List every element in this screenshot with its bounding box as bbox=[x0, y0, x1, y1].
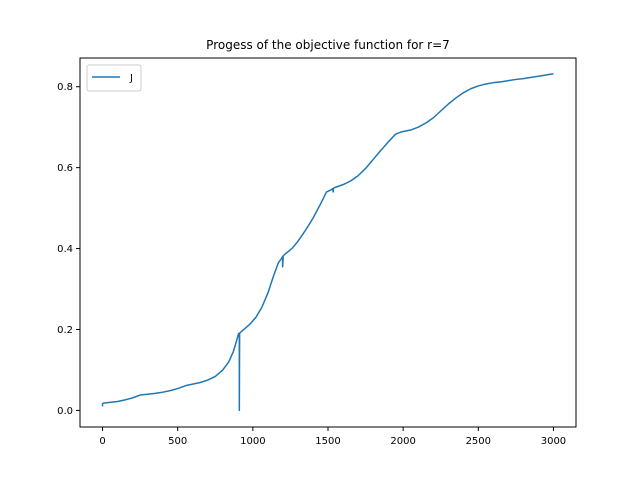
y-tick-label: 0.0 bbox=[57, 406, 73, 417]
legend-box bbox=[86, 64, 142, 92]
legend-label-j: J bbox=[129, 73, 133, 84]
x-tick-label: 3000 bbox=[541, 436, 566, 447]
y-tick-label: 0.4 bbox=[57, 244, 73, 255]
x-tick-label: 2000 bbox=[390, 436, 415, 447]
y-tick-label: 0.2 bbox=[57, 325, 73, 336]
x-tick-label: 500 bbox=[168, 436, 187, 447]
x-tick-label: 1000 bbox=[240, 436, 265, 447]
x-tick-label: 0 bbox=[99, 436, 105, 447]
y-tick-label: 0.6 bbox=[57, 163, 73, 174]
series-line-j bbox=[101, 73, 554, 412]
legend: J bbox=[86, 64, 142, 92]
y-tick-label: 0.8 bbox=[57, 82, 73, 93]
chart-title: Progess of the objective function for r=… bbox=[206, 38, 450, 52]
x-tick-label: 2500 bbox=[466, 436, 491, 447]
series-layer bbox=[101, 73, 554, 412]
ticks-layer: 0 500 1000 1500 2000 2500 3000 0.0 0.2 0.4 0.6 0.8 bbox=[57, 82, 566, 447]
x-tick-label: 1500 bbox=[315, 436, 340, 447]
